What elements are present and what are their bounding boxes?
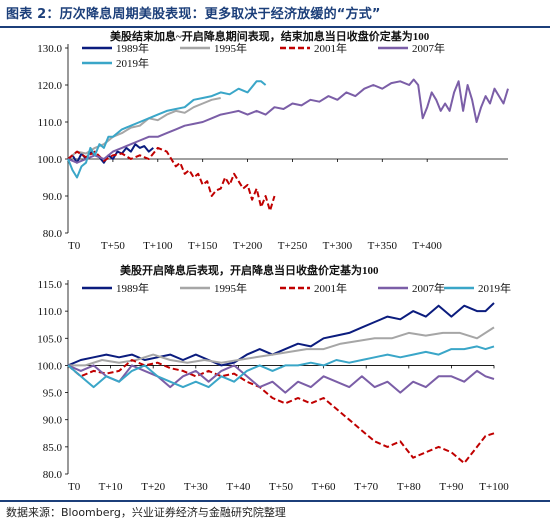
y-tick-label: 100.0 — [37, 154, 62, 166]
y-tick-label: 100.0 — [37, 360, 62, 372]
y-tick-label: 120.0 — [37, 80, 62, 92]
source-note: 数据来源：Bloomberg，兴业证券经济与金融研究院整理 — [6, 506, 286, 519]
legend-label-2007: 2007年 — [412, 281, 445, 295]
legend-label-1995: 1995年 — [214, 41, 247, 55]
legend-label-1989: 1989年 — [116, 41, 149, 55]
x-tick-label: T0 — [68, 481, 81, 493]
series-line-1995 — [68, 326, 495, 367]
y-tick-label: 115.0 — [38, 279, 63, 291]
bottom-rule — [0, 500, 550, 502]
x-tick-label: T+150 — [188, 240, 218, 252]
x-tick-label: T+350 — [368, 240, 398, 252]
figure-title: 图表 2：历次降息周期美股表现：更多取决于经济放缓的“方式” — [6, 7, 381, 22]
y-tick-label: 110.0 — [38, 306, 63, 318]
legend-label-2019: 2019年 — [116, 56, 149, 70]
chart-title: 美股开启降息后表现，开启降息当日收盘价定基为100 — [120, 263, 379, 277]
series-line-1995 — [67, 97, 221, 160]
chart-title: 美股结束加息~开启降息期间表现，结束加息当日收盘价定基为100 — [110, 29, 430, 43]
y-tick-label: 95.0 — [43, 388, 63, 400]
y-tick-label: 85.0 — [43, 442, 63, 454]
x-tick-label: T+90 — [439, 481, 463, 493]
y-tick-label: 90.0 — [43, 415, 63, 427]
x-tick-label: T+400 — [412, 240, 442, 252]
series-line-2007 — [67, 364, 495, 394]
legend-label-2007: 2007年 — [412, 41, 445, 55]
series-line-2019 — [67, 80, 267, 179]
y-tick-label: 90.0 — [43, 191, 63, 203]
x-tick-label: T+30 — [184, 481, 208, 493]
x-tick-label: T+80 — [397, 481, 421, 493]
x-tick-label: T0 — [68, 240, 81, 252]
y-tick-label: 110.0 — [38, 117, 63, 129]
legend-label-2001: 2001年 — [314, 281, 347, 295]
x-tick-label: T+50 — [269, 481, 293, 493]
series-line-2001 — [67, 359, 495, 465]
x-tick-label: T+10 — [99, 481, 123, 493]
x-tick-label: T+60 — [312, 481, 336, 493]
legend-label-2001: 2001年 — [314, 41, 347, 55]
series-line-2019 — [67, 345, 495, 389]
y-tick-label: 105.0 — [37, 333, 62, 345]
chart-top: 美股结束加息~开启降息期间表现，结束加息当日收盘价定基为100 80.0 90.0 1… — [37, 29, 509, 252]
x-tick-label: T+70 — [354, 481, 378, 493]
x-tick-label: T+250 — [278, 240, 308, 252]
x-tick-label: T+20 — [141, 481, 165, 493]
top-rule — [0, 26, 550, 28]
series-line-2007 — [67, 78, 509, 164]
x-tick-label: T+40 — [226, 481, 250, 493]
chart-bottom: 美股开启降息后表现，开启降息当日收盘价定基为100 80.0 85.0 90.0 95.… — [37, 263, 511, 493]
y-tick-label: 80.0 — [43, 469, 63, 481]
x-tick-label: T+200 — [233, 240, 263, 252]
y-tick-label: 130.0 — [37, 43, 62, 55]
series-line-2001 — [67, 146, 276, 212]
series-line-1989 — [67, 143, 154, 164]
x-tick-label: T+300 — [323, 240, 353, 252]
x-tick-label: T+50 — [101, 240, 125, 252]
legend-label-1995: 1995年 — [214, 281, 247, 295]
x-tick-label: T+100 — [143, 240, 173, 252]
legend-label-2019: 2019年 — [478, 281, 511, 295]
y-tick-label: 80.0 — [43, 228, 63, 240]
x-tick-label: T+100 — [479, 481, 509, 493]
legend-label-1989: 1989年 — [116, 281, 149, 295]
